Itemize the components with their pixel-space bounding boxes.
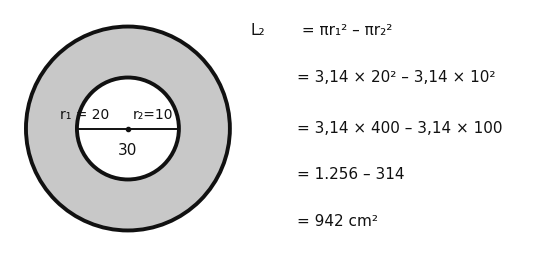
Text: = 3,14 × 400 – 3,14 × 100: = 3,14 × 400 – 3,14 × 100 [297, 121, 503, 136]
Text: r₁ = 20: r₁ = 20 [60, 108, 110, 122]
Text: = 1.256 – 314: = 1.256 – 314 [297, 167, 405, 182]
Text: 30: 30 [118, 143, 138, 158]
Circle shape [26, 26, 230, 231]
Text: = 3,14 × 20² – 3,14 × 10²: = 3,14 × 20² – 3,14 × 10² [297, 70, 496, 85]
Text: L₂: L₂ [251, 23, 265, 38]
Text: r₂=10: r₂=10 [133, 108, 174, 122]
Text: = πr₁² – πr₂²: = πr₁² – πr₂² [297, 23, 392, 38]
Text: = 942 cm²: = 942 cm² [297, 214, 378, 228]
Circle shape [77, 78, 179, 179]
